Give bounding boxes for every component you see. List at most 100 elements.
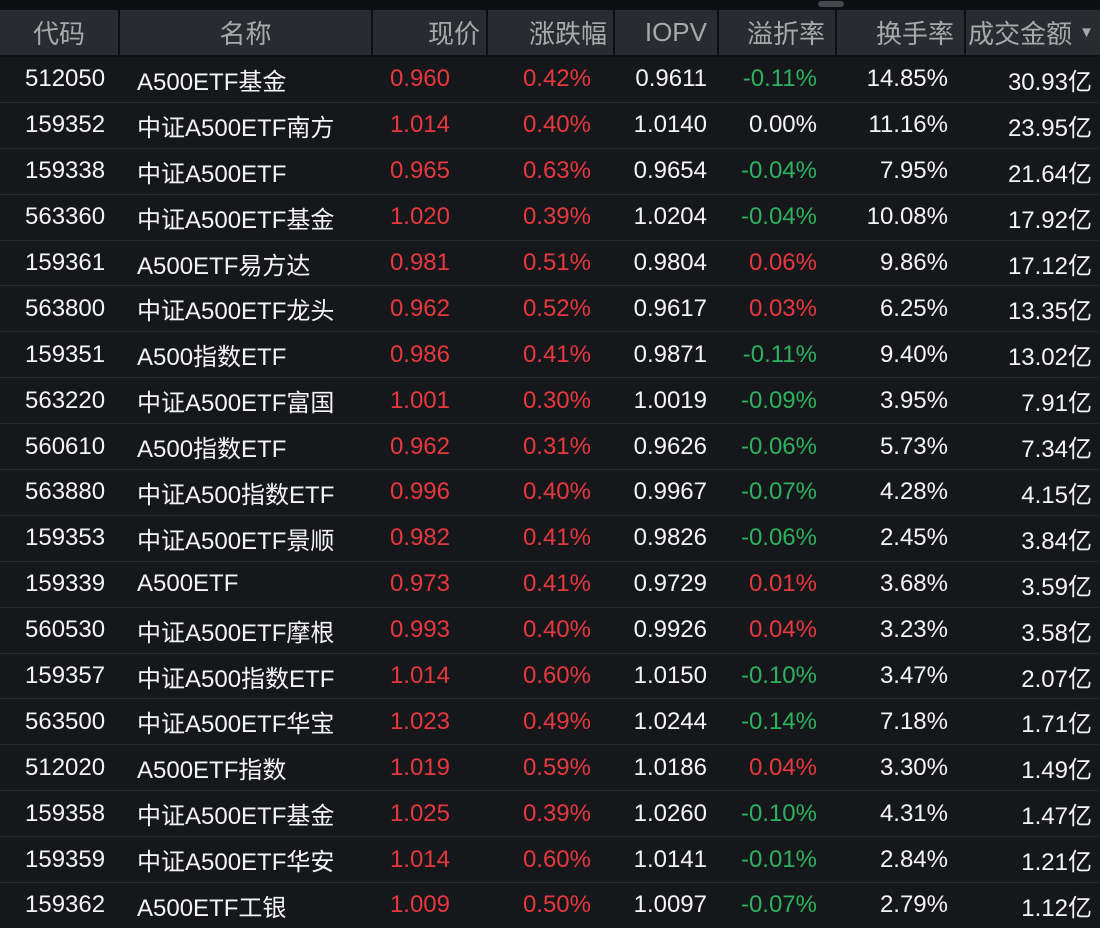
cell-premium_discount: -0.11%	[742, 65, 817, 93]
cell-turnover_rate: 5.73%	[879, 432, 948, 460]
column-header-label: 名称	[219, 19, 272, 49]
cell-name: 中证A500ETF景顺	[137, 527, 335, 555]
column-header-label: 涨跌幅	[528, 19, 607, 49]
column-header-change_pct[interactable]: 涨跌幅	[486, 10, 613, 55]
cell-turnover_amount: 21.64亿	[1007, 160, 1092, 188]
cell-price: 1.014	[389, 662, 450, 690]
table-row[interactable]: 159359 中证A500ETF华安 1.014 0.60% 1.0141 -0.01% 2…	[0, 837, 1100, 884]
table-row[interactable]: 159361 A500ETF易方达 0.981 0.51% 0.9804 0.06% 9.8…	[0, 240, 1100, 287]
cell-turnover_amount: 3.58亿	[1021, 619, 1092, 647]
column-header-iopv[interactable]: IOPV	[613, 10, 717, 55]
cell-change_pct: 0.41%	[522, 340, 591, 368]
cell-turnover_amount: 1.21亿	[1021, 849, 1092, 877]
column-header-turnover_amount[interactable]: 成交金额 ▼	[964, 10, 1100, 55]
table-row[interactable]: 563220 中证A500ETF富国 1.001 0.30% 1.0019 -0.09% 3…	[0, 378, 1100, 425]
cell-change_pct: 0.59%	[522, 753, 591, 781]
cell-code: 159352	[25, 111, 106, 139]
cell-iopv: 0.9926	[633, 616, 707, 644]
cell-change_pct: 0.40%	[522, 478, 591, 506]
cell-iopv: 1.0019	[633, 386, 707, 414]
cell-price: 0.965	[389, 157, 450, 185]
table-row[interactable]: 159362 A500ETF工银 1.009 0.50% 1.0097 -0.07% 2.7…	[0, 883, 1100, 928]
cell-change_pct: 0.41%	[522, 524, 591, 552]
cell-price: 0.996	[389, 478, 450, 506]
cell-turnover_rate: 10.08%	[866, 203, 948, 231]
cell-name: A500指数ETF	[137, 344, 287, 372]
cell-turnover_amount: 2.07亿	[1021, 665, 1092, 693]
table-row[interactable]: 159339 A500ETF 0.973 0.41% 0.9729 0.01% 3.68% 3…	[0, 561, 1100, 608]
cell-turnover_rate: 6.25%	[879, 294, 948, 322]
cell-code: 560530	[25, 616, 106, 644]
column-header-turnover_rate[interactable]: 换手率	[835, 10, 964, 55]
cell-turnover_amount: 13.35亿	[1007, 298, 1092, 326]
column-header-label: IOPV	[644, 17, 707, 47]
table-row[interactable]: 563880 中证A500指数ETF 0.996 0.40% 0.9967 -0.07% 4…	[0, 470, 1100, 516]
sort-desc-icon: ▼	[1079, 24, 1094, 41]
cell-code: 512050	[25, 65, 106, 93]
column-header-code[interactable]: 代码	[0, 10, 118, 55]
cell-premium_discount: -0.06%	[740, 524, 817, 552]
cell-turnover_rate: 3.23%	[879, 616, 948, 644]
table-row[interactable]: 512020 A500ETF指数 1.019 0.59% 1.0186 0.04% 3.30…	[0, 745, 1100, 792]
cell-iopv: 1.0140	[633, 111, 707, 139]
cell-premium_discount: -0.04%	[740, 203, 817, 231]
table-row[interactable]: 159351 A500指数ETF 0.986 0.41% 0.9871 -0.11% 9.4…	[0, 332, 1100, 379]
cell-turnover_rate: 7.95%	[879, 157, 948, 185]
cell-price: 0.981	[389, 249, 450, 276]
cell-name: 中证A500ETF	[137, 160, 287, 188]
cell-code: 159358	[25, 799, 106, 827]
table-row[interactable]: 563500 中证A500ETF华宝 1.023 0.49% 1.0244 -0.14% 7…	[0, 699, 1100, 746]
cell-turnover_amount: 1.12亿	[1021, 894, 1092, 922]
cell-premium_discount: -0.14%	[740, 707, 817, 735]
cell-price: 0.960	[389, 65, 450, 93]
cell-premium_discount: -0.07%	[740, 891, 817, 919]
cell-turnover_amount: 7.34亿	[1021, 436, 1092, 464]
cell-price: 1.023	[389, 707, 450, 735]
cell-premium_discount: 0.00%	[748, 111, 817, 139]
cell-change_pct: 0.60%	[522, 845, 591, 873]
cell-name: 中证A500ETF摩根	[137, 619, 335, 647]
cell-iopv: 0.9804	[633, 249, 707, 276]
column-header-price[interactable]: 现价	[371, 10, 486, 55]
table-row[interactable]: 159353 中证A500ETF景顺 0.982 0.41% 0.9826 -0.06% 2…	[0, 515, 1100, 562]
column-header-label: 成交金额	[968, 19, 1073, 49]
table-row[interactable]: 560530 中证A500ETF摩根 0.993 0.40% 0.9926 0.04% 3.…	[0, 607, 1100, 654]
cell-code: 563220	[25, 386, 106, 414]
cell-change_pct: 0.31%	[522, 432, 591, 460]
cell-iopv: 0.9871	[633, 340, 707, 368]
cell-change_pct: 0.41%	[522, 570, 591, 598]
cell-turnover_rate: 7.18%	[879, 707, 948, 735]
cell-turnover_rate: 2.45%	[879, 524, 948, 552]
table-row[interactable]: 159357 中证A500指数ETF 1.014 0.60% 1.0150 -0.10% 3…	[0, 653, 1100, 700]
cell-change_pct: 0.50%	[522, 891, 591, 919]
cell-price: 0.986	[389, 340, 450, 368]
table-row[interactable]: 563360 中证A500ETF基金 1.020 0.39% 1.0204 -0.04% 1…	[0, 194, 1100, 241]
cell-turnover_amount: 3.84亿	[1021, 527, 1092, 555]
cell-premium_discount: 0.04%	[748, 753, 817, 781]
cell-price: 0.973	[389, 570, 450, 598]
table-row[interactable]: 159338 中证A500ETF 0.965 0.63% 0.9654 -0.04% 7.9…	[0, 148, 1100, 195]
cell-change_pct: 0.51%	[522, 249, 591, 276]
cell-iopv: 0.9617	[633, 294, 707, 322]
column-header-name[interactable]: 名称	[118, 10, 371, 55]
panel-drag-handle[interactable]	[818, 1, 844, 7]
cell-turnover_amount: 1.47亿	[1021, 803, 1092, 831]
cell-premium_discount: -0.07%	[740, 478, 817, 506]
table-row[interactable]: 563800 中证A500ETF龙头 0.962 0.52% 0.9617 0.03% 6.…	[0, 286, 1100, 333]
table-row[interactable]: 560610 A500指数ETF 0.962 0.31% 0.9626 -0.06% 5.7…	[0, 424, 1100, 471]
cell-turnover_rate: 9.40%	[879, 340, 948, 368]
top-edge-strip	[0, 0, 1100, 10]
cell-code: 159339	[25, 570, 106, 598]
cell-name: 中证A500指数ETF	[137, 665, 335, 693]
table-row[interactable]: 512050 A500ETF基金 0.960 0.42% 0.9611 -0.11% 14.…	[0, 57, 1100, 103]
table-row[interactable]: 159352 中证A500ETF南方 1.014 0.40% 1.0140 0.00% 11…	[0, 102, 1100, 149]
cell-iopv: 0.9967	[633, 478, 707, 506]
cell-price: 0.962	[389, 294, 450, 322]
cell-premium_discount: -0.10%	[740, 799, 817, 827]
column-header-premium_discount[interactable]: 溢折率	[717, 10, 835, 55]
cell-turnover_rate: 4.31%	[879, 799, 948, 827]
column-header-label: 换手率	[875, 19, 954, 49]
table-row[interactable]: 159358 中证A500ETF基金 1.025 0.39% 1.0260 -0.10% 4…	[0, 791, 1100, 838]
cell-premium_discount: 0.06%	[748, 249, 817, 276]
cell-iopv: 1.0186	[633, 753, 707, 781]
